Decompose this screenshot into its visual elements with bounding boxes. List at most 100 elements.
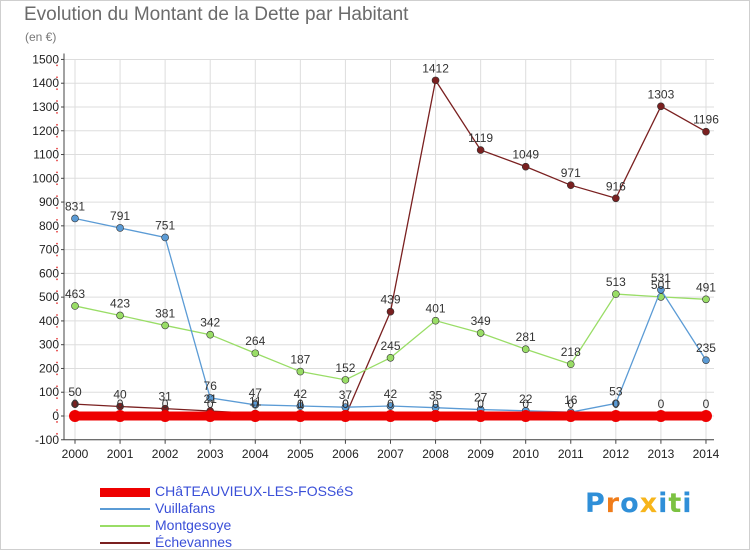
data-label-montgesoye: 281 (516, 330, 536, 344)
data-label-montgesoye: 491 (696, 280, 716, 294)
x-tick-label: 2006 (332, 447, 359, 461)
y-axis-dot (56, 278, 58, 281)
data-label-vuillafans: 16 (564, 393, 578, 407)
x-tick-labels: 2000 2001 2002 2003 2004 2005 2006 2007 2008 2009… (62, 447, 720, 461)
data-label-echevannes: 1303 (648, 87, 675, 101)
data-label-montgesoye: 187 (290, 353, 310, 367)
data-point-chateauvieux-les-fosses (384, 410, 397, 422)
data-label-montgesoye: 218 (561, 345, 581, 359)
legend-label: CHâTEAUVIEUX-LES-FOSSéS (155, 483, 354, 499)
logo-letter: P (585, 488, 606, 519)
x-tick-label: 2009 (467, 447, 494, 461)
data-point-vuillafans (206, 394, 215, 402)
y-tick-label: 800 (39, 219, 59, 233)
logo-letter: i (682, 488, 693, 519)
y-axis-dot (56, 242, 58, 245)
data-label-chateauvieux-les-fosses: 0 (658, 397, 665, 411)
data-point-echevannes (566, 181, 575, 189)
data-point-vuillafans (161, 233, 169, 242)
data-point-vuillafans (116, 224, 124, 232)
y-tick-label: 1300 (32, 100, 59, 114)
data-point-vuillafans (386, 402, 395, 410)
data-point-montgesoye (71, 302, 79, 310)
y-axis-dot (56, 361, 58, 364)
axes (56, 53, 714, 444)
y-axis-dot (56, 218, 58, 221)
legend-label: Échevannes (155, 534, 233, 550)
data-point-montgesoye (702, 295, 710, 304)
y-axis-dot (56, 88, 58, 91)
y-tick-label: -100 (35, 433, 59, 447)
data-label-chateauvieux-les-fosses: 0 (342, 397, 349, 411)
data-point-echevannes (71, 400, 79, 408)
y-axis-dot (56, 64, 58, 67)
y-axis-dot (56, 349, 58, 352)
y-axis-dot (56, 195, 58, 198)
data-point-echevannes (116, 402, 124, 411)
chart-subtitle: (en €) (25, 30, 57, 44)
data-point-vuillafans (702, 356, 710, 364)
data-point-montgesoye (386, 353, 395, 362)
data-point-montgesoye (116, 311, 124, 320)
y-axis-dot (56, 397, 58, 400)
grid-lines (64, 58, 714, 441)
y-axis-dot (56, 230, 58, 233)
legend-swatch (100, 525, 150, 527)
x-tick-label: 2014 (693, 447, 720, 461)
x-tick-label: 2003 (197, 447, 224, 461)
y-axis-dot (56, 207, 58, 209)
data-point-chateauvieux-les-fosses (114, 410, 127, 422)
data-label-echevannes: 40 (113, 387, 127, 401)
data-label-vuillafans: 42 (294, 387, 308, 401)
data-labels-layer: 50 40 31 21 11 1 04391412111910499719161303119… (65, 61, 719, 411)
x-tick-label: 2001 (107, 447, 134, 461)
data-label-vuillafans: 27 (474, 391, 488, 405)
y-tick-label: 1400 (32, 76, 59, 90)
data-label-echevannes: 1049 (512, 148, 539, 162)
data-point-chateauvieux-les-fosses (654, 410, 667, 422)
y-tick-label: 700 (39, 243, 59, 257)
data-label-montgesoye: 342 (200, 316, 220, 330)
data-point-montgesoye (431, 316, 440, 325)
y-tick-label: 200 (39, 361, 59, 375)
data-point-chateauvieux-les-fosses (519, 410, 532, 422)
series-layer (69, 76, 712, 422)
data-label-montgesoye: 423 (110, 296, 130, 310)
y-tick-label: 0 (52, 409, 59, 423)
data-label-vuillafans: 53 (609, 384, 623, 398)
y-axis-dot (56, 314, 58, 316)
legend-swatch (100, 542, 150, 544)
legend-label: Vuillafans (155, 500, 216, 516)
y-tick-label: 1100 (33, 148, 59, 162)
y-axis-dot (56, 421, 58, 423)
data-label-montgesoye: 245 (380, 339, 400, 353)
data-label-chateauvieux-les-fosses: 0 (432, 397, 439, 411)
chart-title: Evolution du Montant de la Dette par Hab… (24, 4, 409, 25)
y-tick-label: 900 (39, 195, 59, 209)
data-point-chateauvieux-les-fosses (159, 410, 172, 422)
data-label-echevannes: 0 (342, 397, 349, 411)
x-tick-label: 2005 (287, 447, 314, 461)
x-tick-label: 2002 (152, 447, 179, 461)
y-tick-label: 1000 (32, 171, 59, 185)
y-axis-dot (56, 135, 58, 138)
y-tick-labels: -100 0 100 200 300 400 500 600 700 800 900 1000 1100… (32, 52, 59, 446)
y-axis-dot (56, 147, 58, 150)
data-point-echevannes (521, 162, 530, 171)
data-label-vuillafans: 235 (696, 341, 716, 355)
data-point-montgesoye (161, 321, 169, 330)
data-label-chateauvieux-les-fosses: 0 (162, 397, 169, 411)
y-axis-dot (56, 337, 58, 340)
data-point-echevannes (612, 194, 620, 203)
x-tick-label: 2012 (602, 447, 629, 461)
data-point-vuillafans (251, 401, 260, 409)
y-axis-dot (56, 100, 58, 102)
y-axis-dot (56, 76, 58, 79)
data-label-montgesoye: 349 (471, 314, 491, 328)
data-label-montgesoye: 401 (426, 302, 446, 316)
data-point-montgesoye (341, 376, 350, 384)
data-label-montgesoye: 513 (606, 275, 626, 289)
y-axis-dot (56, 254, 58, 257)
data-point-montgesoye (251, 349, 260, 358)
data-label-echevannes: 916 (606, 179, 626, 193)
